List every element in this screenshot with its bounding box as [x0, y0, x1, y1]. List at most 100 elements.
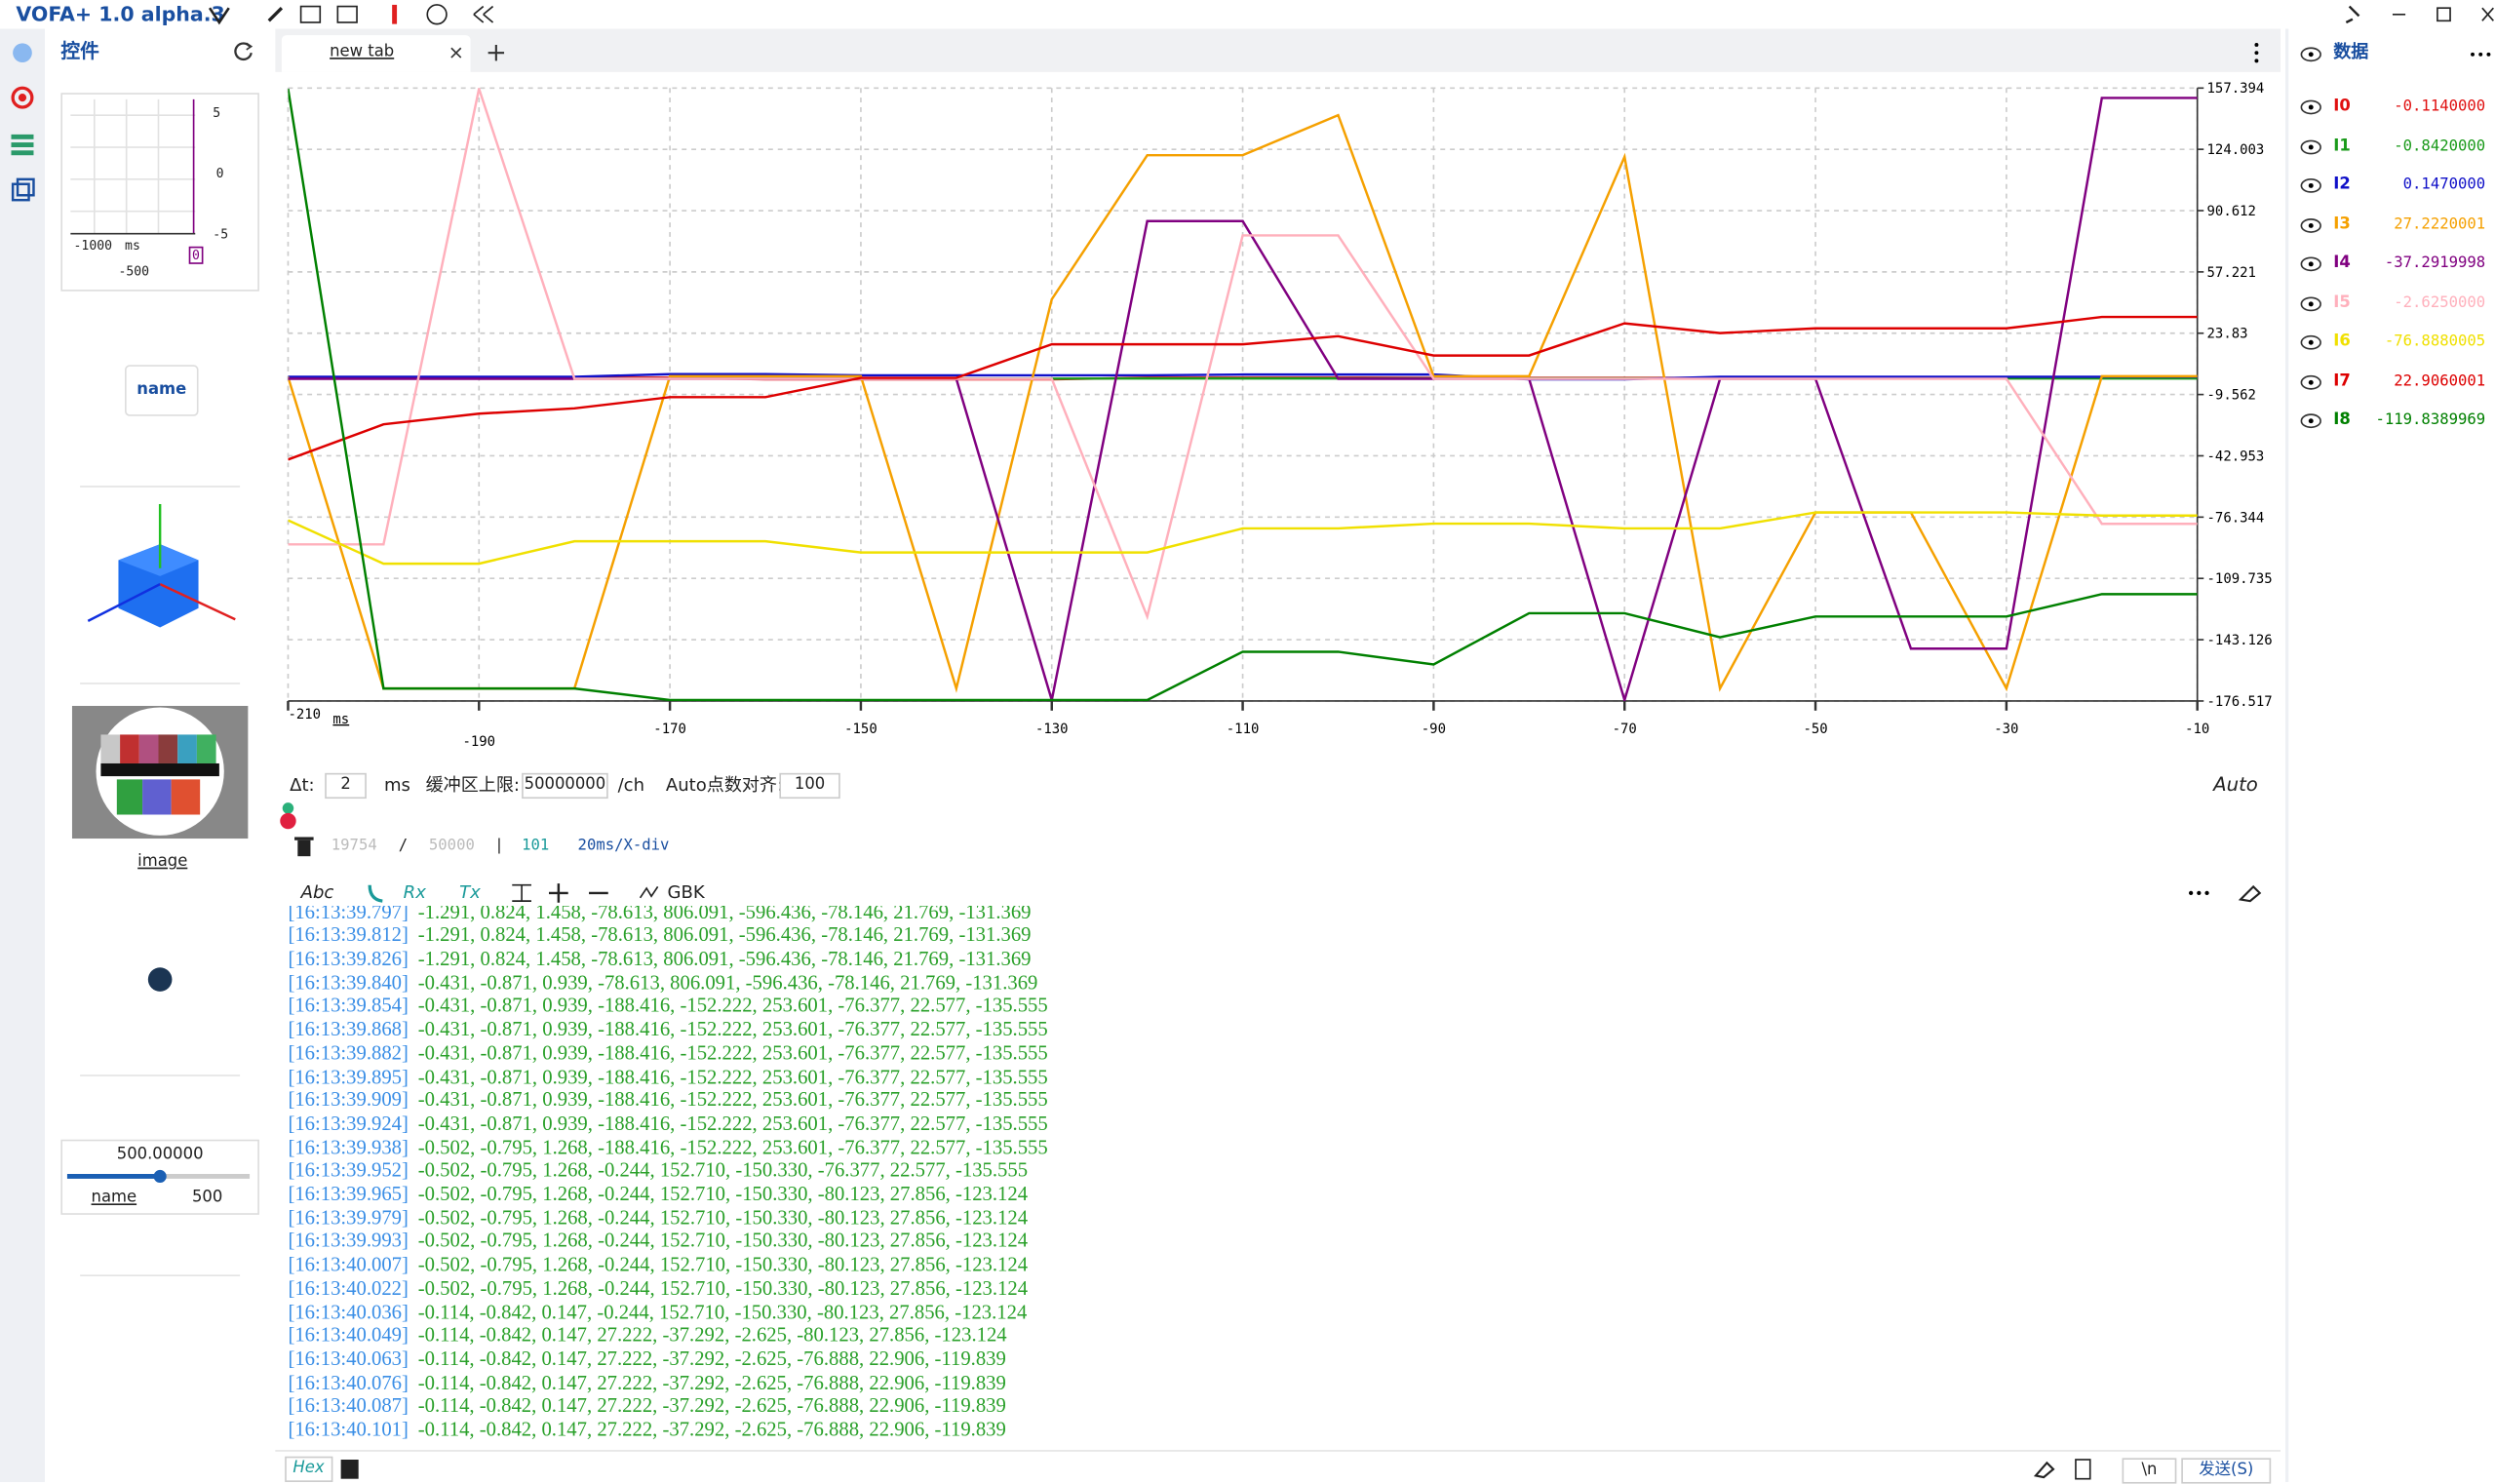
log-row: [16:13:39.812]-1.291, 0.824, 1.458, -78.… [288, 924, 2272, 948]
x-tick-label: -70 [1613, 722, 1637, 737]
y-tick-label: 124.003 [2207, 142, 2265, 158]
eye-icon[interactable] [2300, 293, 2322, 315]
y-tick-label: 90.612 [2207, 204, 2256, 219]
log-data: -1.291, 0.824, 1.458, -78.613, 806.091, … [418, 948, 1032, 970]
toolbar-icons[interactable] [360, 880, 664, 906]
slider-value: 500.00000 [62, 1145, 257, 1167]
x-axis-label: ms [332, 712, 349, 727]
points: 101 [522, 836, 549, 858]
log-data: -0.502, -0.795, 1.268, -0.244, 152.710, … [418, 1277, 1028, 1300]
tab-icons[interactable] [448, 42, 513, 64]
eye-icon[interactable] [2300, 332, 2322, 354]
log-time: [16:13:39.952] [288, 1159, 408, 1182]
eye-pupil [2309, 418, 2314, 423]
separator: | [494, 836, 503, 858]
panel-title: 控件 [60, 40, 98, 62]
mode-label[interactable]: Auto [2213, 773, 2258, 796]
x-tick-label: -190 [462, 734, 495, 750]
dt-input[interactable]: 2 [325, 773, 367, 799]
log-row: [16:13:39.797]-1.291, 0.824, 1.458, -78.… [288, 906, 2272, 924]
log-row: [16:13:39.993]-0.502, -0.795, 1.268, -0.… [288, 1230, 2272, 1253]
log-lines: [16:13:39.797]-1.291, 0.824, 1.458, -78.… [288, 906, 2272, 1442]
channel-value: -0.8420000 [2394, 136, 2485, 158]
log-row: [16:13:40.049]-0.114, -0.842, 0.147, 27.… [288, 1324, 2272, 1347]
encoding[interactable]: GBK [667, 881, 704, 904]
eye-icon[interactable] [2300, 410, 2322, 432]
channel-name: I2 [2333, 175, 2351, 197]
eye-icon[interactable] [2300, 175, 2322, 197]
mini-label: ms [125, 235, 140, 257]
eye-pupil [2309, 222, 2314, 227]
log-data: -0.114, -0.842, 0.147, 27.222, -37.292, … [418, 1418, 1006, 1440]
color-dots [277, 801, 302, 833]
eye-icon[interactable] [2300, 253, 2322, 275]
data-panel-icons[interactable] [2300, 43, 2495, 65]
log-time: [16:13:40.049] [288, 1324, 408, 1347]
eye-icon[interactable] [2300, 136, 2322, 158]
y-tick-label: 57.221 [2207, 265, 2256, 281]
cube-widget[interactable] [83, 496, 243, 641]
log-row: [16:13:40.101]-0.114, -0.842, 0.147, 27.… [288, 1418, 2272, 1441]
slider-spin[interactable]: 500 [192, 1188, 222, 1210]
side-icons[interactable] [7, 38, 42, 215]
capacity: 50000 [429, 836, 475, 858]
tab-bar [275, 29, 2281, 72]
buffer-unit: /ch [618, 774, 644, 797]
eye-icon[interactable] [2300, 371, 2322, 393]
hex-button[interactable]: Hex [285, 1457, 332, 1482]
eye-icon[interactable] [2300, 96, 2322, 118]
channel-value: -76.8880005 [2385, 332, 2485, 354]
auto-label: Auto点数对齐: [666, 774, 783, 797]
log-time: [16:13:39.938] [288, 1136, 408, 1158]
channel-name: I1 [2333, 136, 2351, 158]
knob-widget[interactable] [144, 963, 176, 996]
log-row: [16:13:40.087]-0.114, -0.842, 0.147, 27.… [288, 1394, 2272, 1418]
input-bar [275, 1450, 2281, 1483]
mini-label: 0 [216, 163, 224, 185]
log-data: -0.431, -0.871, 0.939, -188.416, -152.22… [418, 1089, 1048, 1112]
abc-button[interactable]: Abc [301, 881, 334, 904]
buffer-input[interactable]: 50000000 [522, 773, 608, 799]
log-data: -0.431, -0.871, 0.939, -188.416, -152.22… [418, 1065, 1048, 1087]
toolbar-right-icons[interactable] [2186, 880, 2266, 906]
channel-name: I5 [2333, 293, 2351, 315]
widget-button[interactable]: name [125, 365, 199, 416]
file-icon[interactable] [339, 1458, 362, 1480]
log-time: [16:13:39.924] [288, 1113, 408, 1135]
auto-input[interactable]: 100 [779, 773, 839, 799]
channel-value: 22.9060001 [2394, 371, 2485, 393]
y-tick-label: 23.83 [2207, 327, 2248, 342]
send-button[interactable]: 发送(S) [2181, 1458, 2271, 1483]
log-data: -0.114, -0.842, 0.147, 27.222, -37.292, … [418, 1371, 1006, 1393]
y-tick-label: -42.953 [2207, 449, 2265, 464]
y-tick-label: -9.562 [2207, 388, 2256, 404]
log-data: -0.502, -0.795, 1.268, -0.244, 152.710, … [418, 1230, 1028, 1252]
tab-label[interactable]: new tab [330, 42, 394, 64]
refresh-icon[interactable] [232, 40, 254, 62]
newline-select[interactable]: \n [2123, 1458, 2177, 1483]
window-controls[interactable] [2337, 2, 2495, 27]
log-time: [16:13:39.882] [288, 1041, 408, 1064]
log-row: [16:13:40.076]-0.114, -0.842, 0.147, 27.… [288, 1371, 2272, 1394]
x-tick-label: -50 [1803, 722, 1827, 737]
slider-track[interactable] [64, 1168, 253, 1184]
eye-icon[interactable] [2300, 214, 2322, 236]
log-data: -0.502, -0.795, 1.268, -0.244, 152.710, … [418, 1159, 1028, 1182]
log-row: [16:13:39.868]-0.431, -0.871, 0.939, -18… [288, 1018, 2272, 1041]
log-time: [16:13:39.854] [288, 995, 408, 1017]
x-tick-label: -90 [1422, 722, 1446, 737]
menu-icon[interactable] [2248, 42, 2264, 64]
trash-icon[interactable] [294, 836, 314, 858]
log-data: -0.431, -0.871, 0.939, -78.613, 806.091,… [418, 971, 1038, 994]
log-time: [16:13:40.007] [288, 1254, 408, 1276]
log-time: [16:13:39.812] [288, 924, 408, 947]
waveform-chart[interactable]: 157.394124.00390.61257.22123.83-9.562-42… [275, 72, 2281, 753]
x-tick-label: -110 [1227, 722, 1260, 737]
image-label: image [137, 851, 187, 874]
eye-pupil [2309, 183, 2314, 188]
test-pattern-image[interactable] [72, 706, 249, 839]
input-icons[interactable] [2033, 1458, 2113, 1480]
log-time: [16:13:39.826] [288, 948, 408, 970]
eye-pupil [2309, 379, 2314, 384]
